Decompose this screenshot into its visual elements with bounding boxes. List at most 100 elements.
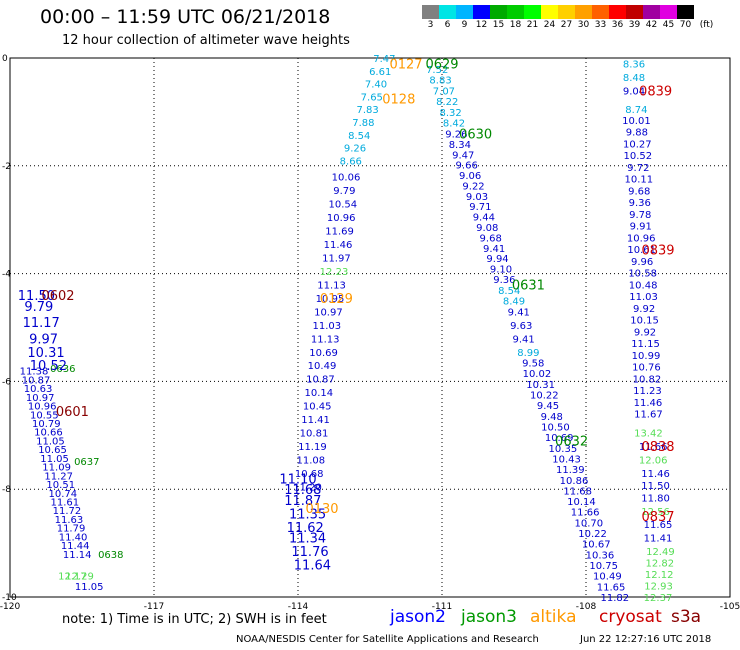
wave-height-label: 12.49 xyxy=(646,547,675,558)
wave-height-label: 10.87 xyxy=(22,375,51,386)
wave-height-label: 10.68 xyxy=(295,469,324,480)
pass-time-label-s3a: 0602 xyxy=(41,289,74,304)
wave-height-label: 9.88 xyxy=(626,128,648,139)
wave-height-label: 11.41 xyxy=(644,534,673,545)
color-scale-swatch xyxy=(609,5,626,19)
wave-height-label: 10.63 xyxy=(24,384,53,395)
pass-time-label-cryosat: 0839 xyxy=(641,243,674,258)
wave-height-label: 8.49 xyxy=(503,297,525,308)
legend-jason2: jason2 xyxy=(390,607,446,627)
legend-s3a: s3a xyxy=(671,607,702,627)
credit-text: NOAA/NESDIS Center for Satellite Applica… xyxy=(236,634,539,645)
wave-height-label: 11.15 xyxy=(631,339,660,350)
wave-height-label: 11.67 xyxy=(634,410,663,421)
wave-height-label: 10.65 xyxy=(38,445,67,456)
wave-height-label: 10.74 xyxy=(48,489,77,500)
wave-height-label: 11.72 xyxy=(53,506,82,517)
wave-height-label: 9.03 xyxy=(466,192,488,203)
wave-height-label: 9.08 xyxy=(476,223,498,234)
wave-height-label: 10.06 xyxy=(332,173,361,184)
color-scale-swatch xyxy=(439,5,456,19)
wave-height-label: 10.69 xyxy=(545,433,574,444)
wave-height-label: 10.31 xyxy=(526,380,555,391)
wave-height-label: 11.79 xyxy=(57,524,86,535)
color-scale-label: 6 xyxy=(444,20,451,30)
wave-height-label: 11.97 xyxy=(322,253,351,264)
wave-height-label: 8.48 xyxy=(623,73,645,84)
y-tick-label: -10 xyxy=(2,593,17,603)
chart-title: 00:00 – 11:59 UTC 06/21/2018 xyxy=(40,6,331,28)
wave-height-label: 0637 xyxy=(74,457,99,468)
y-tick-label: -4 xyxy=(2,270,11,280)
wave-height-label: 9.68 xyxy=(480,233,502,244)
wave-height-label: 9.45 xyxy=(537,401,559,412)
wave-height-label: 11.80 xyxy=(641,493,670,504)
wave-height-label: 10.22 xyxy=(530,391,559,402)
wave-height-label: 11.66 xyxy=(571,508,600,519)
wave-height-label: 9.36 xyxy=(629,198,651,209)
wave-height-label: 11.40 xyxy=(59,532,88,543)
wave-height-label: 10.27 xyxy=(623,139,652,150)
wave-height-label: 10.49 xyxy=(308,361,337,372)
wave-height-label: 9.66 xyxy=(456,161,478,172)
wave-height-label: 11.66 xyxy=(639,442,668,453)
pass-time-label-jason2: 11.35 xyxy=(289,507,326,522)
color-scale-label: 21 xyxy=(526,20,539,30)
wave-height-label: 10.75 xyxy=(589,561,618,572)
pass-time-label-jason2: 10.31 xyxy=(27,346,64,361)
wave-height-label: 9.92 xyxy=(634,327,656,338)
pass-time-label-jason2: 9.97 xyxy=(29,332,58,347)
wave-height-label: 10.02 xyxy=(523,369,552,380)
wave-height-label: 10.69 xyxy=(309,348,338,359)
color-scale-swatch xyxy=(626,5,643,19)
wave-height-label: 8.22 xyxy=(436,97,458,108)
wave-height-label: 12.06 xyxy=(639,456,668,467)
wave-height-label: 11.05 xyxy=(40,454,69,465)
wave-height-label: 10.55 xyxy=(30,410,59,421)
pass-time-label-jason3: 0629 xyxy=(425,57,458,72)
wave-height-label: 11.14 xyxy=(63,550,92,561)
wave-height-label: 9.22 xyxy=(462,181,484,192)
wave-height-label: 9.72 xyxy=(627,163,649,174)
color-scale-swatch xyxy=(592,5,609,19)
wave-height-label: 11.44 xyxy=(61,541,90,552)
color-scale-label: 36 xyxy=(611,20,624,30)
wave-height-label: 10.14 xyxy=(304,388,333,399)
color-scale-label: 33 xyxy=(594,20,607,30)
wave-height-label: 11.05 xyxy=(36,436,65,447)
color-scale-swatch xyxy=(575,5,592,19)
generated-timestamp: Jun 22 12:27:16 UTC 2018 xyxy=(580,634,712,645)
wave-height-label: 9.96 xyxy=(631,257,653,268)
wave-height-label: 10.35 xyxy=(549,444,578,455)
wave-height-label: 11.46 xyxy=(634,398,663,409)
pass-time-label-jason2: 11.76 xyxy=(291,545,328,560)
pass-time-label-s3a: 0601 xyxy=(56,405,89,420)
color-scale-label: 45 xyxy=(662,20,675,30)
color-scale-label: 12 xyxy=(475,20,488,30)
wave-height-label: 10.11 xyxy=(624,175,653,186)
wave-height-label: 11.09 xyxy=(42,463,71,474)
wave-height-label: 8.99 xyxy=(517,348,539,359)
wave-height-label: 9.63 xyxy=(510,321,532,332)
wave-height-label: 10.95 xyxy=(316,294,345,305)
pass-time-label-cryosat: 0837 xyxy=(641,510,674,525)
wave-height-label: 8.34 xyxy=(449,140,471,151)
wave-height-label: 10.54 xyxy=(328,200,357,211)
wave-height-label: 9.41 xyxy=(508,307,530,318)
color-scale-label: 42 xyxy=(645,20,658,30)
wave-height-label: 9.10 xyxy=(490,265,512,276)
wave-height-label: 13.42 xyxy=(634,429,663,440)
color-scale-swatch xyxy=(541,5,558,19)
wave-height-label: 10.97 xyxy=(314,307,343,318)
wave-height-label: 10.14 xyxy=(567,497,596,508)
wave-height-label: 9.92 xyxy=(633,304,655,315)
wave-height-label: 11.08 xyxy=(296,456,325,467)
wave-height-label: 10.36 xyxy=(586,550,615,561)
color-scale-label: 27 xyxy=(560,20,573,30)
pass-time-label-altika: 0128 xyxy=(382,92,415,107)
wave-height-label: 12.12 xyxy=(645,570,674,581)
wave-height-label: 10.01 xyxy=(622,116,651,127)
color-scale-label: 70 xyxy=(679,20,692,30)
color-scale-labels: 3 6 9 12 15 18 21 24 27 30 33 36 39 42 45 70 (ft) xyxy=(422,20,740,34)
color-scale-swatch xyxy=(422,5,439,19)
